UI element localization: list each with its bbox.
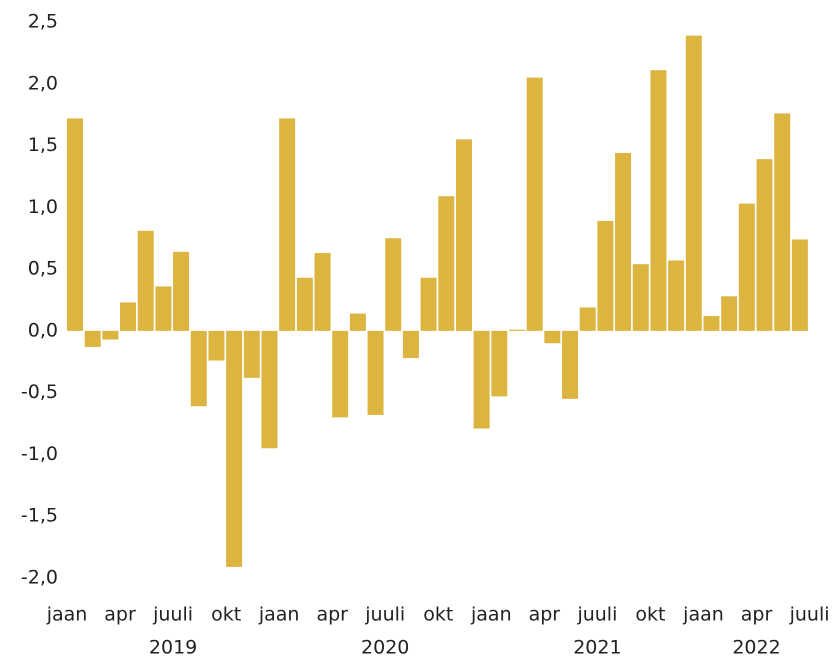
bar xyxy=(562,330,579,399)
bar xyxy=(774,113,791,331)
x-tick-label: okt xyxy=(423,604,453,626)
bar xyxy=(438,196,455,331)
x-tick-label: apr xyxy=(529,604,561,626)
bar xyxy=(208,330,225,361)
y-tick-label: -1,5 xyxy=(21,505,58,527)
x-tick-label: apr xyxy=(316,604,348,626)
bar xyxy=(650,70,667,331)
x-tick-label: okt xyxy=(211,604,241,626)
bar xyxy=(615,152,632,331)
x-tick-label: jaan xyxy=(470,604,512,626)
x-tick-label: juuli xyxy=(789,604,830,626)
y-tick-label: 0,0 xyxy=(28,319,58,341)
x-tick-label: jaan xyxy=(682,604,724,626)
bar xyxy=(155,286,172,331)
bar xyxy=(721,296,738,331)
bar xyxy=(332,330,349,418)
x-tick-label: okt xyxy=(635,604,665,626)
bar xyxy=(279,118,296,331)
y-tick-label: -2,0 xyxy=(21,567,58,589)
bar xyxy=(703,316,720,331)
bar xyxy=(137,230,154,331)
bar xyxy=(756,159,773,331)
bar xyxy=(491,330,508,397)
y-tick-label: -1,0 xyxy=(21,443,58,465)
bar xyxy=(685,35,702,331)
x-tick-label: apr xyxy=(741,604,773,626)
bar xyxy=(473,330,490,429)
year-label: 2020 xyxy=(361,637,409,659)
bar xyxy=(526,77,543,331)
year-label: 2022 xyxy=(732,637,780,659)
y-tick-label: 1,0 xyxy=(28,196,58,218)
y-tick-label: 1,5 xyxy=(28,134,58,156)
bar xyxy=(402,330,419,359)
bar xyxy=(102,330,119,340)
bar xyxy=(296,277,313,331)
y-tick-label: 2,0 xyxy=(28,72,58,94)
y-tick-label: 2,5 xyxy=(28,11,58,33)
x-tick-label: jaan xyxy=(46,604,88,626)
bar xyxy=(597,220,614,331)
bar xyxy=(738,203,755,331)
year-label: 2019 xyxy=(149,637,197,659)
x-tick-label: juuli xyxy=(364,604,405,626)
bar xyxy=(67,118,83,331)
y-tick-label: 0,5 xyxy=(28,258,58,280)
bar xyxy=(314,253,331,331)
bar xyxy=(385,238,402,331)
bar xyxy=(420,277,437,331)
bar xyxy=(632,264,649,331)
bar xyxy=(509,329,525,331)
bar xyxy=(226,330,243,567)
bar xyxy=(791,239,808,331)
bar xyxy=(261,330,278,449)
bar xyxy=(544,330,561,344)
bar xyxy=(190,330,207,407)
bar xyxy=(84,330,101,347)
bar xyxy=(579,307,596,331)
bar xyxy=(173,251,190,331)
year-label: 2021 xyxy=(573,637,621,659)
bar xyxy=(367,330,384,415)
x-tick-label: apr xyxy=(104,604,136,626)
bar xyxy=(243,330,260,378)
y-tick-label: -0,5 xyxy=(21,381,58,403)
bar xyxy=(668,260,685,331)
bar xyxy=(120,302,137,331)
bar xyxy=(455,139,472,331)
x-tick-label: juuli xyxy=(576,604,617,626)
x-tick-label: jaan xyxy=(258,604,300,626)
bar xyxy=(349,313,366,331)
x-tick-label: juuli xyxy=(152,604,193,626)
